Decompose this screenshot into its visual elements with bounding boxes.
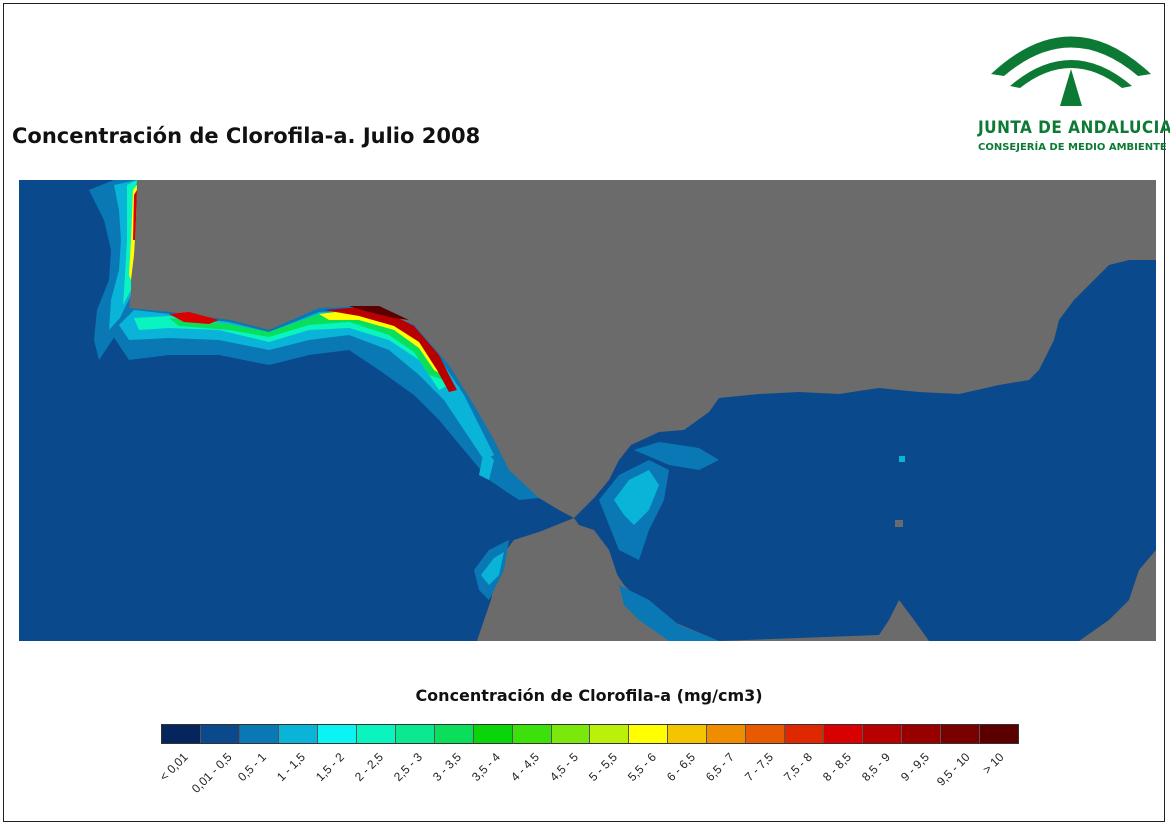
legend-swatch: [473, 725, 513, 743]
logo-emblem-icon: [991, 36, 1151, 106]
legend-swatch: [863, 725, 903, 743]
legend-swatch: [746, 725, 786, 743]
legend-label: 9,5 - 10: [933, 750, 973, 789]
legend-swatch: [668, 725, 708, 743]
legend-swatch: [162, 725, 201, 743]
legend-label: 1,5 - 2: [312, 750, 347, 784]
legend-title: Concentración de Clorofila-a (mg/cm3): [415, 686, 763, 705]
legend-label: 1 - 1,5: [273, 750, 308, 784]
legend-label: 2,5 - 3: [390, 750, 425, 784]
legend-swatch: [278, 725, 318, 743]
legend-label: 8,5 - 9: [858, 750, 893, 784]
legend-label: > 10: [979, 750, 1007, 777]
legend-swatch: [629, 725, 669, 743]
legend-swatch: [785, 725, 825, 743]
legend-swatch: [590, 725, 630, 743]
legend-swatch: [356, 725, 396, 743]
legend-swatch: [941, 725, 981, 743]
logo-department-name: CONSEJERÍA DE MEDIO AMBIENTE: [978, 142, 1167, 153]
legend-label: 3 - 3,5: [429, 750, 464, 784]
legend-swatch: [395, 725, 435, 743]
legend-swatch: [980, 725, 1018, 743]
chlorophyll-map: [19, 180, 1156, 641]
logo-org-name: JUNTA DE ANDALUCIA: [978, 118, 1170, 138]
legend-label: 6 - 6,5: [663, 750, 698, 784]
legend-swatch: [902, 725, 942, 743]
legend-label: < 0,01: [156, 750, 191, 784]
legend-label: 0,01 - 0,5: [188, 750, 235, 796]
legend-label: 9 - 9,5: [897, 750, 932, 784]
legend-swatch: [707, 725, 747, 743]
legend-swatch: [512, 725, 552, 743]
legend-label: 7 - 7,5: [741, 750, 776, 784]
legend-label: 7,5 - 8: [780, 750, 815, 784]
legend-color-bar: [161, 724, 1019, 744]
legend-swatch: [824, 725, 864, 743]
legend-label: 8 - 8,5: [819, 750, 854, 784]
legend-label: 4,5 - 5: [546, 750, 581, 784]
legend-swatch: [551, 725, 591, 743]
figure-title: Concentración de Clorofila-a. Julio 2008: [12, 124, 481, 148]
legend-label: 3,5 - 4: [468, 750, 503, 784]
legend-label: 5,5 - 6: [624, 750, 659, 784]
legend-swatch: [239, 725, 279, 743]
legend-swatch: [317, 725, 357, 743]
legend-label: 2 - 2,5: [351, 750, 386, 784]
legend-swatch: [200, 725, 240, 743]
legend-swatch: [434, 725, 474, 743]
legend-label: 6,5 - 7: [702, 750, 737, 784]
map-raster: [19, 180, 1156, 641]
junta-de-andalucia-logo: JUNTA DE ANDALUCIA CONSEJERÍA DE MEDIO A…: [978, 14, 1170, 164]
legend-label: 0,5 - 1: [234, 750, 269, 784]
legend-label: 4 - 4,5: [507, 750, 542, 784]
legend-label: 5 - 5,5: [585, 750, 620, 784]
